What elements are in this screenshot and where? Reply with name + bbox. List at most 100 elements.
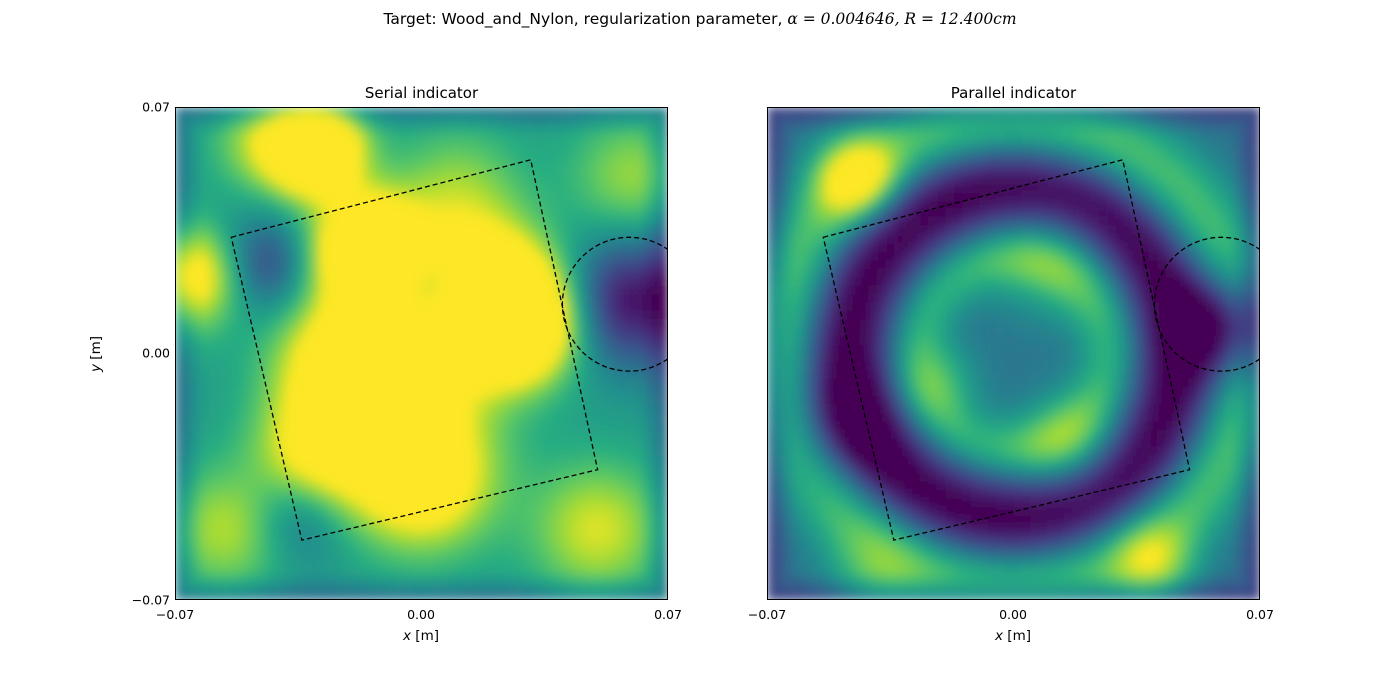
- heatmap-cell: [430, 489, 440, 499]
- heatmap-cell: [835, 413, 845, 423]
- heatmap-cell: [345, 498, 355, 508]
- heatmap-cell: [540, 124, 550, 134]
- heatmap-cell: [438, 200, 448, 210]
- heatmap-cell: [886, 311, 896, 321]
- heatmap-cell: [438, 379, 448, 389]
- heatmap-cell: [784, 549, 794, 559]
- heatmap-cell: [438, 243, 448, 253]
- heatmap-cell: [971, 413, 981, 423]
- heatmap-cell: [911, 557, 921, 567]
- heatmap-cell: [988, 396, 998, 406]
- heatmap-cell: [251, 396, 261, 406]
- heatmap-cell: [387, 549, 397, 559]
- heatmap-cell: [886, 234, 896, 244]
- heatmap-cell: [869, 149, 879, 159]
- heatmap-cell: [937, 141, 947, 151]
- heatmap-cell: [243, 183, 253, 193]
- heatmap-cell: [311, 362, 321, 372]
- heatmap-cell: [370, 379, 380, 389]
- heatmap-cell: [962, 396, 972, 406]
- heatmap-cell: [226, 158, 236, 168]
- heatmap-cell: [379, 175, 389, 185]
- heatmap-cell: [200, 540, 210, 550]
- heatmap-cell: [903, 379, 913, 389]
- heatmap-cell: [251, 532, 261, 542]
- heatmap-cell: [379, 481, 389, 491]
- heatmap-cell: [574, 251, 584, 261]
- heatmap-cell: [413, 243, 423, 253]
- heatmap-cell: [979, 413, 989, 423]
- heatmap-cell: [937, 302, 947, 312]
- heatmap-cell: [784, 294, 794, 304]
- heatmap-cell: [809, 124, 819, 134]
- heatmap-cell: [996, 498, 1006, 508]
- heatmap-cell: [954, 217, 964, 227]
- heatmap-cell: [784, 277, 794, 287]
- heatmap-cell: [506, 251, 516, 261]
- heatmap-cell: [260, 481, 270, 491]
- heatmap-cell: [835, 141, 845, 151]
- heatmap-cell: [826, 132, 836, 142]
- heatmap-cell: [852, 438, 862, 448]
- heatmap-cell: [860, 200, 870, 210]
- heatmap-cell: [801, 217, 811, 227]
- heatmap-cell: [336, 285, 346, 295]
- heatmap-cell: [784, 251, 794, 261]
- heatmap-cell: [243, 132, 253, 142]
- heatmap-cell: [971, 396, 981, 406]
- heatmap-cell: [336, 506, 346, 516]
- heatmap-cell: [549, 107, 559, 117]
- heatmap-cell: [566, 421, 576, 431]
- heatmap-cell: [591, 268, 601, 278]
- heatmap-cell: [217, 311, 227, 321]
- heatmap-cell: [379, 311, 389, 321]
- heatmap-cell: [945, 549, 955, 559]
- heatmap-cell: [767, 217, 777, 227]
- heatmap-cell: [784, 234, 794, 244]
- heatmap-cell: [243, 583, 253, 593]
- heatmap-cell: [362, 311, 372, 321]
- heatmap-cell: [996, 243, 1006, 253]
- heatmap-cell: [784, 566, 794, 576]
- heatmap-cell: [557, 183, 567, 193]
- heatmap-cell: [515, 438, 525, 448]
- heatmap-cell: [767, 285, 777, 295]
- heatmap-cell: [243, 421, 253, 431]
- heatmap-cell: [311, 115, 321, 125]
- heatmap-cell: [826, 379, 836, 389]
- heatmap-cell: [608, 294, 618, 304]
- heatmap-cell: [523, 149, 533, 159]
- heatmap-cell: [336, 268, 346, 278]
- heatmap-cell: [455, 455, 465, 465]
- heatmap-cell: [886, 532, 896, 542]
- heatmap-cell: [574, 574, 584, 584]
- heatmap-cell: [651, 209, 661, 219]
- heatmap-cell: [574, 506, 584, 516]
- heatmap-cell: [234, 209, 244, 219]
- heatmap-cell: [852, 540, 862, 550]
- heatmap-cell: [489, 141, 499, 151]
- heatmap-cell: [775, 319, 785, 329]
- heatmap-cell: [591, 217, 601, 227]
- heatmap-cell: [175, 319, 185, 329]
- heatmap-cell: [979, 158, 989, 168]
- heatmap-cell: [430, 107, 440, 117]
- heatmap-cell: [591, 251, 601, 261]
- heatmap-cell: [192, 183, 202, 193]
- heatmap-cell: [294, 370, 304, 380]
- heatmap-cell: [523, 209, 533, 219]
- heatmap-cell: [319, 353, 329, 363]
- heatmap-cell: [302, 175, 312, 185]
- heatmap-cell: [370, 498, 380, 508]
- heatmap-cell: [455, 438, 465, 448]
- heatmap-cell: [583, 421, 593, 431]
- heatmap-cell: [894, 302, 904, 312]
- heatmap-cell: [532, 515, 542, 525]
- heatmap-cell: [549, 591, 559, 600]
- heatmap-cell: [945, 209, 955, 219]
- heatmap-cell: [988, 166, 998, 176]
- heatmap-cell: [869, 489, 879, 499]
- heatmap-cell: [979, 430, 989, 440]
- heatmap-cell: [243, 574, 253, 584]
- heatmap-cell: [345, 260, 355, 270]
